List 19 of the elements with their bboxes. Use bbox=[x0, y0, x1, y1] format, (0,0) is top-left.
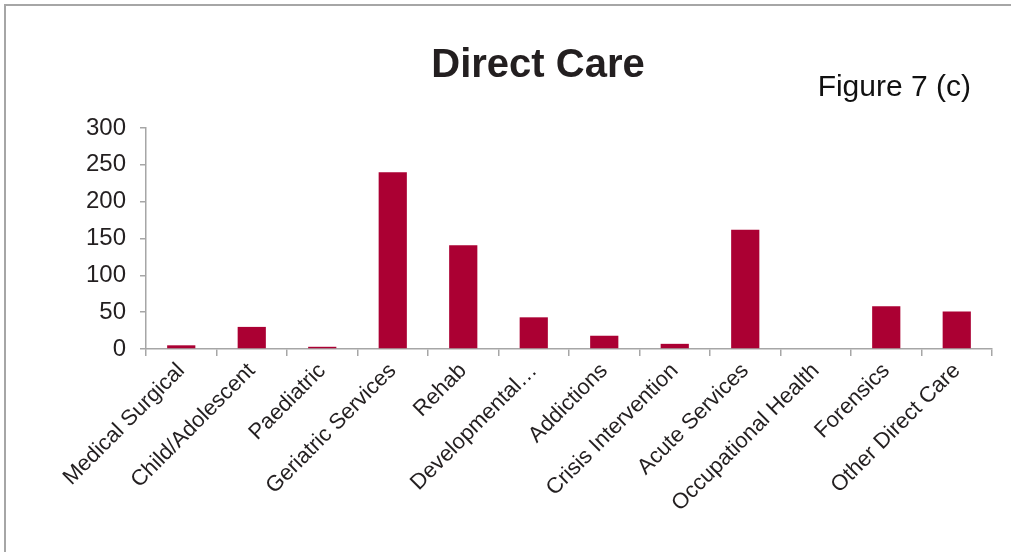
y-tick-label: 0 bbox=[112, 333, 126, 361]
caption: Figure 7 (c) bbox=[817, 69, 971, 102]
y-tick-label: 250 bbox=[85, 149, 126, 177]
bar bbox=[731, 229, 760, 349]
y-tick-label: 200 bbox=[85, 186, 126, 214]
y-tick-label: 150 bbox=[85, 223, 126, 251]
bar bbox=[942, 311, 971, 349]
bar bbox=[660, 343, 689, 349]
y-tick-label: 300 bbox=[85, 112, 126, 140]
bar bbox=[449, 245, 478, 349]
bar bbox=[237, 326, 266, 349]
bar bbox=[590, 335, 619, 349]
y-tick-label: 50 bbox=[99, 296, 126, 324]
bar bbox=[519, 317, 548, 349]
bar bbox=[167, 345, 196, 349]
bar bbox=[378, 172, 407, 349]
y-tick-label: 100 bbox=[85, 259, 126, 287]
chart-title: Direct Care bbox=[430, 41, 646, 85]
bar bbox=[872, 306, 901, 349]
